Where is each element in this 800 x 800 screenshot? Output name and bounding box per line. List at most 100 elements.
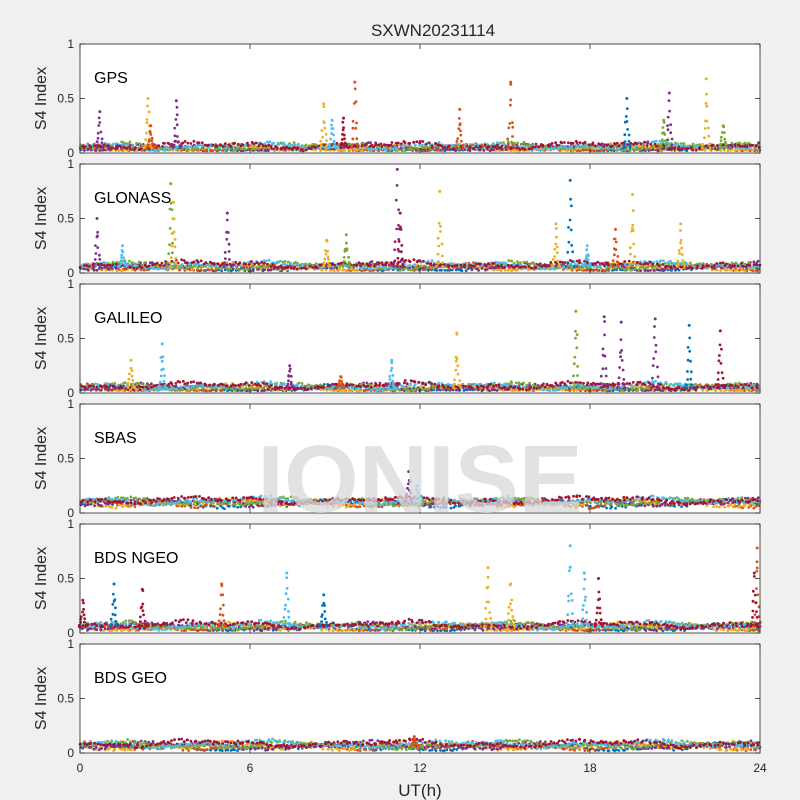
data-point [178,268,182,272]
data-point [120,269,124,272]
data-point [731,389,734,392]
data-point [623,260,627,263]
data-point [342,149,346,153]
data-point [262,264,265,268]
data-point [351,119,355,123]
data-point [665,146,668,150]
data-point [116,144,119,148]
data-point [220,269,224,273]
data-point [404,259,408,262]
data-point [598,265,601,268]
data-point [681,259,685,262]
data-point [518,148,522,151]
data-point [173,140,177,143]
data-point [345,269,349,273]
data-point [683,144,687,148]
data-point [378,261,381,265]
data-point [568,218,572,222]
data-point [707,134,711,138]
data-point [380,145,384,148]
data-point [578,141,582,145]
data-point [733,148,737,152]
data-point [516,141,519,145]
data-point [269,268,273,272]
data-point [669,265,673,268]
data-point [161,145,164,149]
data-point [301,149,305,153]
data-point [596,269,600,272]
data-point [157,148,161,152]
data-point [599,146,603,150]
data-point [353,268,357,272]
data-point [89,145,92,149]
data-point [523,147,527,151]
data-point [701,146,704,150]
data-point [381,263,385,267]
data-point [244,148,248,151]
data-point [670,143,674,147]
data-point [269,265,273,268]
data-point [510,259,514,263]
data-point [583,262,587,265]
data-point [237,142,240,146]
data-point [586,258,590,262]
data-point [585,147,588,151]
data-point [280,266,284,270]
data-point [198,144,202,147]
data-point [110,146,114,150]
data-point [669,131,673,135]
data-point [613,263,617,267]
data-point [345,241,348,245]
data-point [403,149,407,153]
data-point [228,262,232,266]
data-point [631,209,635,213]
data-point [522,260,526,264]
data-point [118,144,122,148]
data-point [246,141,249,145]
data-point [216,262,220,266]
data-point [596,260,600,264]
data-point [631,147,635,151]
data-point [627,259,631,263]
data-point [208,389,211,393]
data-point [470,264,474,268]
data-point [115,269,119,273]
data-point [492,142,496,146]
data-point [139,268,143,272]
data-point [219,143,222,147]
data-point [85,264,89,268]
data-point [343,141,347,145]
data-point [400,142,403,146]
data-point [372,268,376,272]
data-point [214,269,218,273]
figure-title: SXWN20231114 [371,21,495,40]
data-point [217,148,221,152]
data-point [315,266,318,269]
panel-label: GLONASS [94,190,171,207]
data-point [103,264,106,267]
data-point [223,251,227,254]
data-point [322,261,326,264]
data-point [356,268,360,272]
data-point [350,268,354,272]
scatter-points [78,77,762,153]
data-point [723,137,727,141]
data-point [425,146,428,149]
data-point [255,266,258,269]
data-point [342,126,345,130]
data-point [135,264,138,268]
data-point [327,257,330,261]
data-point [743,269,747,273]
data-point [679,241,682,245]
data-point [225,237,229,241]
data-point [719,389,723,392]
data-point [552,147,556,151]
data-point [639,262,642,266]
data-point [464,269,468,273]
data-point [685,267,689,270]
data-point [352,263,356,267]
data-point [293,143,296,146]
data-point [205,148,209,152]
data-point [719,139,723,143]
